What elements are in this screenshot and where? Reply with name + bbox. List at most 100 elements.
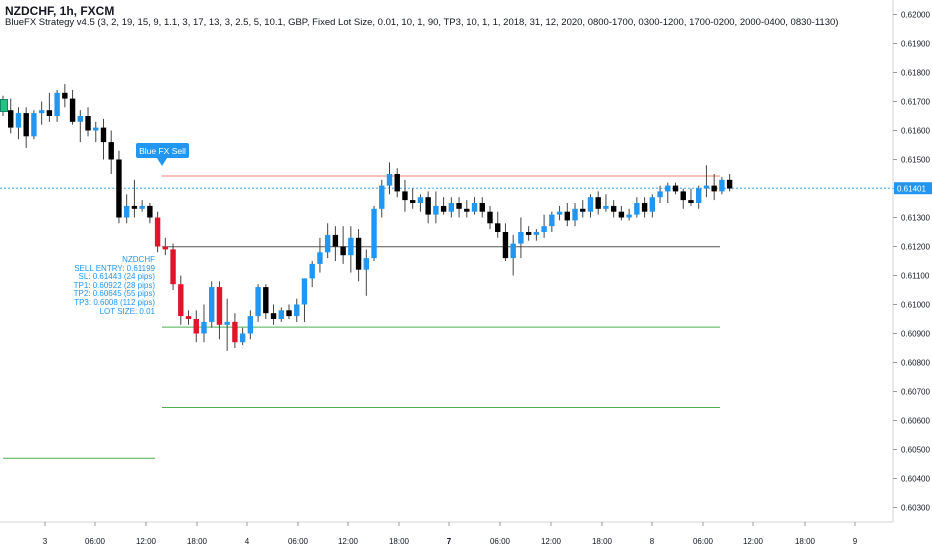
candle-body <box>696 189 701 204</box>
candle-body <box>433 206 438 215</box>
candle-body <box>170 249 175 284</box>
candle-body <box>611 206 616 212</box>
price-tick-label: 0.61000 <box>901 301 930 310</box>
candle-body <box>70 99 75 122</box>
time-axis: 3 06:00 12:00 18:00 4 06:00 12:00 18:00 7 06:00 12… <box>0 522 893 546</box>
candle-body <box>139 206 144 209</box>
price-tick-label: 0.60500 <box>901 446 930 455</box>
candle-body <box>681 191 686 200</box>
candle-body <box>557 212 562 215</box>
candle-body <box>116 160 121 218</box>
candle-body <box>302 278 307 304</box>
candle-body <box>472 203 477 212</box>
candle-body <box>101 128 106 143</box>
price-tick-label: 0.60900 <box>901 330 930 339</box>
candle-body <box>279 310 284 319</box>
candle-body <box>132 206 137 209</box>
candle-body <box>54 93 59 116</box>
time-tick-label: 12:00 <box>136 537 157 546</box>
candle-body <box>356 238 361 270</box>
time-tick-label: 12:00 <box>338 537 359 546</box>
candle-body <box>503 232 508 258</box>
price-tick-label: 0.62000 <box>901 11 930 20</box>
candle-body <box>371 209 376 258</box>
candle-body <box>487 212 492 224</box>
candle-body <box>155 218 160 247</box>
candle-body <box>634 203 639 215</box>
candle-body <box>85 116 90 131</box>
candle-body <box>518 232 523 244</box>
time-tick-label: 18:00 <box>795 537 816 546</box>
candle-body <box>78 116 83 122</box>
time-tick-label: 9 <box>853 537 858 546</box>
candle-body <box>47 110 52 116</box>
buy-marker-icon <box>0 99 8 112</box>
signal-callout: Blue FX Sell <box>136 143 189 166</box>
candle-body <box>464 209 469 212</box>
candle-body <box>186 316 191 319</box>
candle-body <box>209 287 214 322</box>
candle-body <box>340 247 345 256</box>
candle-body <box>449 203 454 212</box>
candle-body <box>333 235 338 247</box>
candle-body <box>240 334 245 343</box>
time-tick-label: 18:00 <box>592 537 613 546</box>
candle-body <box>704 186 709 189</box>
candle-body <box>657 191 662 197</box>
candle-body <box>62 93 67 99</box>
candle-body <box>109 142 114 159</box>
candle-body <box>232 322 237 342</box>
price-tick-label: 0.61800 <box>901 69 930 78</box>
price-tick-label: 0.61700 <box>901 98 930 107</box>
price-tick-label: 0.61900 <box>901 40 930 49</box>
candle-body <box>549 215 554 227</box>
candle-body <box>217 287 222 325</box>
candle-body <box>526 232 531 235</box>
candle-body <box>248 316 253 333</box>
candle-body <box>642 203 647 212</box>
candle-body <box>263 287 268 313</box>
candle-body <box>93 128 98 131</box>
candle-body <box>224 322 229 325</box>
signal-info-block: NZDCHF SELL ENTRY: 0.61199 SL: 0.61443 (… <box>60 256 155 316</box>
candle-body <box>572 209 577 221</box>
price-tick-label: 0.60600 <box>901 417 930 426</box>
candle-body <box>194 319 199 334</box>
candle-body <box>650 197 655 212</box>
candle-body <box>410 200 415 203</box>
candle-body <box>596 197 601 209</box>
price-tick-label: 0.60700 <box>901 388 930 397</box>
candle-body <box>727 180 732 189</box>
price-tick-label: 0.60300 <box>901 504 930 513</box>
candle-body <box>39 110 44 113</box>
candle-body <box>348 238 353 255</box>
candle-body <box>603 206 608 209</box>
candle-body <box>719 180 724 192</box>
candle-body <box>317 252 322 264</box>
time-tick-label: 06:00 <box>288 537 309 546</box>
price-tick-label: 0.60800 <box>901 359 930 368</box>
time-tick-label: 7 <box>447 537 452 546</box>
candle-body <box>626 215 631 218</box>
candle-body <box>395 174 400 191</box>
horizontal-levels <box>0 176 893 458</box>
candle-body <box>271 313 276 319</box>
candle-body <box>711 186 716 192</box>
sell-callout-label: Blue FX Sell <box>139 146 186 156</box>
candle-body <box>23 113 28 136</box>
time-tick-label: 8 <box>650 537 655 546</box>
time-tick-label: 3 <box>43 537 48 546</box>
candle-body <box>456 203 461 209</box>
time-tick-label: 18:00 <box>389 537 410 546</box>
time-tick-label: 06:00 <box>85 537 106 546</box>
signal-info-lot: LOT SIZE: 0.01 <box>60 308 155 317</box>
candle-body <box>147 206 152 218</box>
time-tick-label: 12:00 <box>743 537 764 546</box>
candle-body <box>310 264 315 279</box>
last-price-label: 0.61401 <box>897 185 926 194</box>
price-tick-label: 0.60400 <box>901 475 930 484</box>
candle-body <box>688 200 693 203</box>
candle-body <box>201 322 206 334</box>
candle-body <box>255 287 260 316</box>
price-tick-label: 0.61200 <box>901 243 930 252</box>
